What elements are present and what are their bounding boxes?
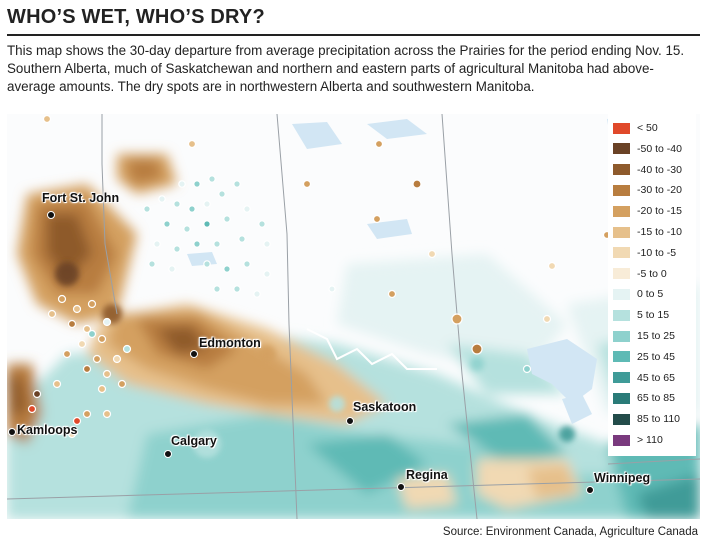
city-saskatoon[interactable]: Saskatoon [346,400,416,425]
legend-label: 5 to 15 [637,309,670,322]
source-credit: Source: Environment Canada, Agriculture … [442,526,698,538]
legend-swatch [613,372,630,384]
legend-label: -50 to -40 [637,142,682,155]
legend-swatch [613,247,630,259]
city-winnipeg[interactable]: Winnipeg [586,471,650,494]
city-label: Fort St. John [42,191,120,205]
legend-item: -15 to -10 [613,224,682,240]
legend-label: -5 to 0 [637,267,667,280]
legend-swatch [613,164,630,176]
precipitation-map[interactable] [7,114,700,519]
legend-item: 25 to 45 [613,349,675,365]
legend-swatch [613,226,630,238]
city-marker [8,428,16,436]
legend-label: 25 to 45 [637,350,675,363]
city-label: Saskatoon [353,400,417,414]
legend-item: -10 to -5 [613,245,676,261]
provincial-borders [7,114,700,519]
legend-swatch [613,205,630,217]
legend-item: < 50 [613,120,658,136]
map-description: This map shows the 30-day departure from… [7,43,685,94]
legend-item: -40 to -30 [613,162,682,178]
map-title: WHO’S WET, WHO’S DRY? [7,6,265,28]
city-marker [164,450,172,458]
city-label: Edmonton [199,336,261,350]
legend-swatch [613,351,630,363]
city-marker [586,486,594,494]
legend-swatch [613,392,630,404]
legend-item: > 110 [613,432,663,448]
city-label: Regina [406,468,448,482]
legend-label: 15 to 25 [637,330,675,342]
legend-label: 65 to 85 [637,392,675,405]
city-edmonton[interactable]: Edmonton [190,336,261,358]
legend-label: -30 to -20 [637,184,682,197]
legend-item: -50 to -40 [613,141,682,157]
city-marker [190,350,198,358]
legend-swatch [613,184,630,196]
legend-item: 0 to 5 [613,286,663,302]
legend-label: 0 to 5 [637,288,664,301]
legend-swatch [613,309,630,321]
city-label: Kamloops [17,423,78,437]
legend-swatch [613,268,630,280]
legend-item: 15 to 25 [613,328,675,344]
legend-label: 45 to 65 [637,371,675,384]
legend-item: -20 to -15 [613,203,682,219]
city-kamloops[interactable]: Kamloops [8,423,77,437]
legend: < 50 -50 to -40 -40 to -30 -30 to -20 -20 to… [608,114,696,456]
legend-item: 65 to 85 [613,390,675,406]
legend-swatch [613,330,630,342]
legend-swatch [613,122,630,134]
legend-swatch [613,434,630,446]
station-dots [27,114,612,439]
legend-label: 85 to 110 [637,413,681,426]
legend-label: -15 to -10 [637,226,682,238]
legend-label: > 110 [637,434,663,446]
legend-swatch [613,143,630,155]
legend-item: 5 to 15 [613,307,669,323]
city-regina[interactable]: Regina [397,468,448,491]
legend-label: -20 to -15 [637,205,682,218]
city-fort-st-john[interactable]: Fort St. John [42,191,119,219]
city-label: Winnipeg [594,471,651,485]
city-marker [346,417,354,425]
legend-label: < 50 [637,122,658,134]
city-calgary[interactable]: Calgary [164,434,217,458]
border-segment [607,458,700,465]
legend-item: 85 to 110 [613,411,680,427]
legend-swatch [613,288,630,300]
city-marker [47,211,55,219]
city-label: Calgary [171,434,217,448]
city-marker [397,483,405,491]
legend-item: -30 to -20 [613,182,682,198]
legend-swatch [613,413,630,425]
legend-label: -10 to -5 [637,246,677,259]
legend-item: 45 to 65 [613,370,675,386]
map-canvas [7,114,700,519]
title-rule [7,34,700,36]
legend-label: -40 to -30 [637,163,682,176]
legend-item: -5 to 0 [613,266,667,282]
